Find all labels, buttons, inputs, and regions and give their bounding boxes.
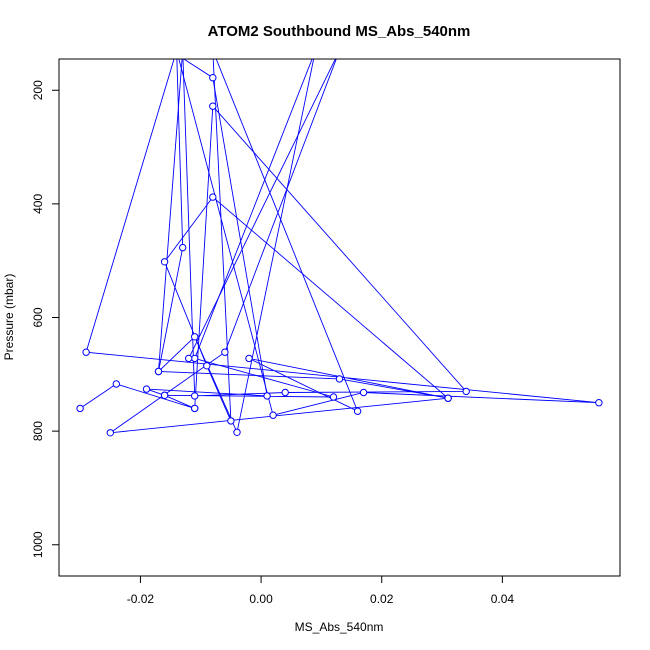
chart-title: ATOM2 Southbound MS_Abs_540nm [208, 23, 471, 40]
data-point-1-7 [160, 391, 169, 399]
x-tick-label: 0.04 [491, 592, 515, 606]
data-point-2-4 [595, 399, 603, 407]
data-point-2-14 [227, 417, 235, 425]
data-point-1-17 [462, 387, 470, 396]
data-point-2-8 [154, 367, 163, 376]
data-point-1-4 [142, 385, 151, 393]
y-tick-label: 400 [31, 194, 45, 214]
y-tick-label: 200 [31, 80, 45, 100]
x-tick-label: -0.02 [127, 592, 155, 606]
data-point-1-16 [281, 388, 289, 397]
data-point-2-9 [335, 375, 344, 383]
data-point-2-11 [209, 193, 217, 201]
data-point-1-9 [191, 354, 199, 363]
data-point-1-20 [112, 380, 121, 388]
x-axis-label: MS_Abs_540nm [295, 620, 384, 634]
marker-layer [76, 74, 603, 437]
data-point-1-8 [329, 393, 338, 401]
data-point-2-17 [245, 354, 253, 363]
y-tick-label: 600 [31, 307, 45, 327]
x-tick-label: 0.02 [370, 592, 394, 606]
data-point-1-21 [76, 404, 84, 413]
data-point-2-3 [359, 388, 368, 397]
data-point-1-11 [233, 428, 241, 436]
data-point-1-19 [191, 404, 199, 413]
x-tick-label: 0.00 [249, 592, 273, 606]
data-point-2-19 [106, 429, 115, 437]
data-point-2-20 [221, 348, 229, 356]
y-axis: 200 400 600 800 1000 [31, 80, 60, 558]
y-tick-label: 800 [31, 421, 45, 441]
data-point-1-18 [209, 102, 217, 110]
data-point-1-12 [191, 333, 199, 341]
data-point-2-5 [82, 348, 90, 356]
data-point-1-3 [263, 392, 271, 400]
data-point-2-16 [353, 407, 362, 415]
data-point-2-18 [444, 394, 452, 402]
data-point-2-22 [185, 354, 193, 363]
y-axis-label: Pressure (mbar) [2, 274, 16, 361]
data-point-2-2 [269, 411, 277, 419]
x-axis: -0.02 0.00 0.02 0.04 [127, 575, 515, 606]
data-point-1-2 [209, 74, 217, 82]
data-point-2-7 [179, 243, 187, 252]
y-tick-label: 1000 [31, 531, 45, 558]
data-point-2-12 [160, 258, 169, 266]
data-point-1-15 [191, 392, 199, 400]
data-point-2-13 [203, 362, 211, 370]
